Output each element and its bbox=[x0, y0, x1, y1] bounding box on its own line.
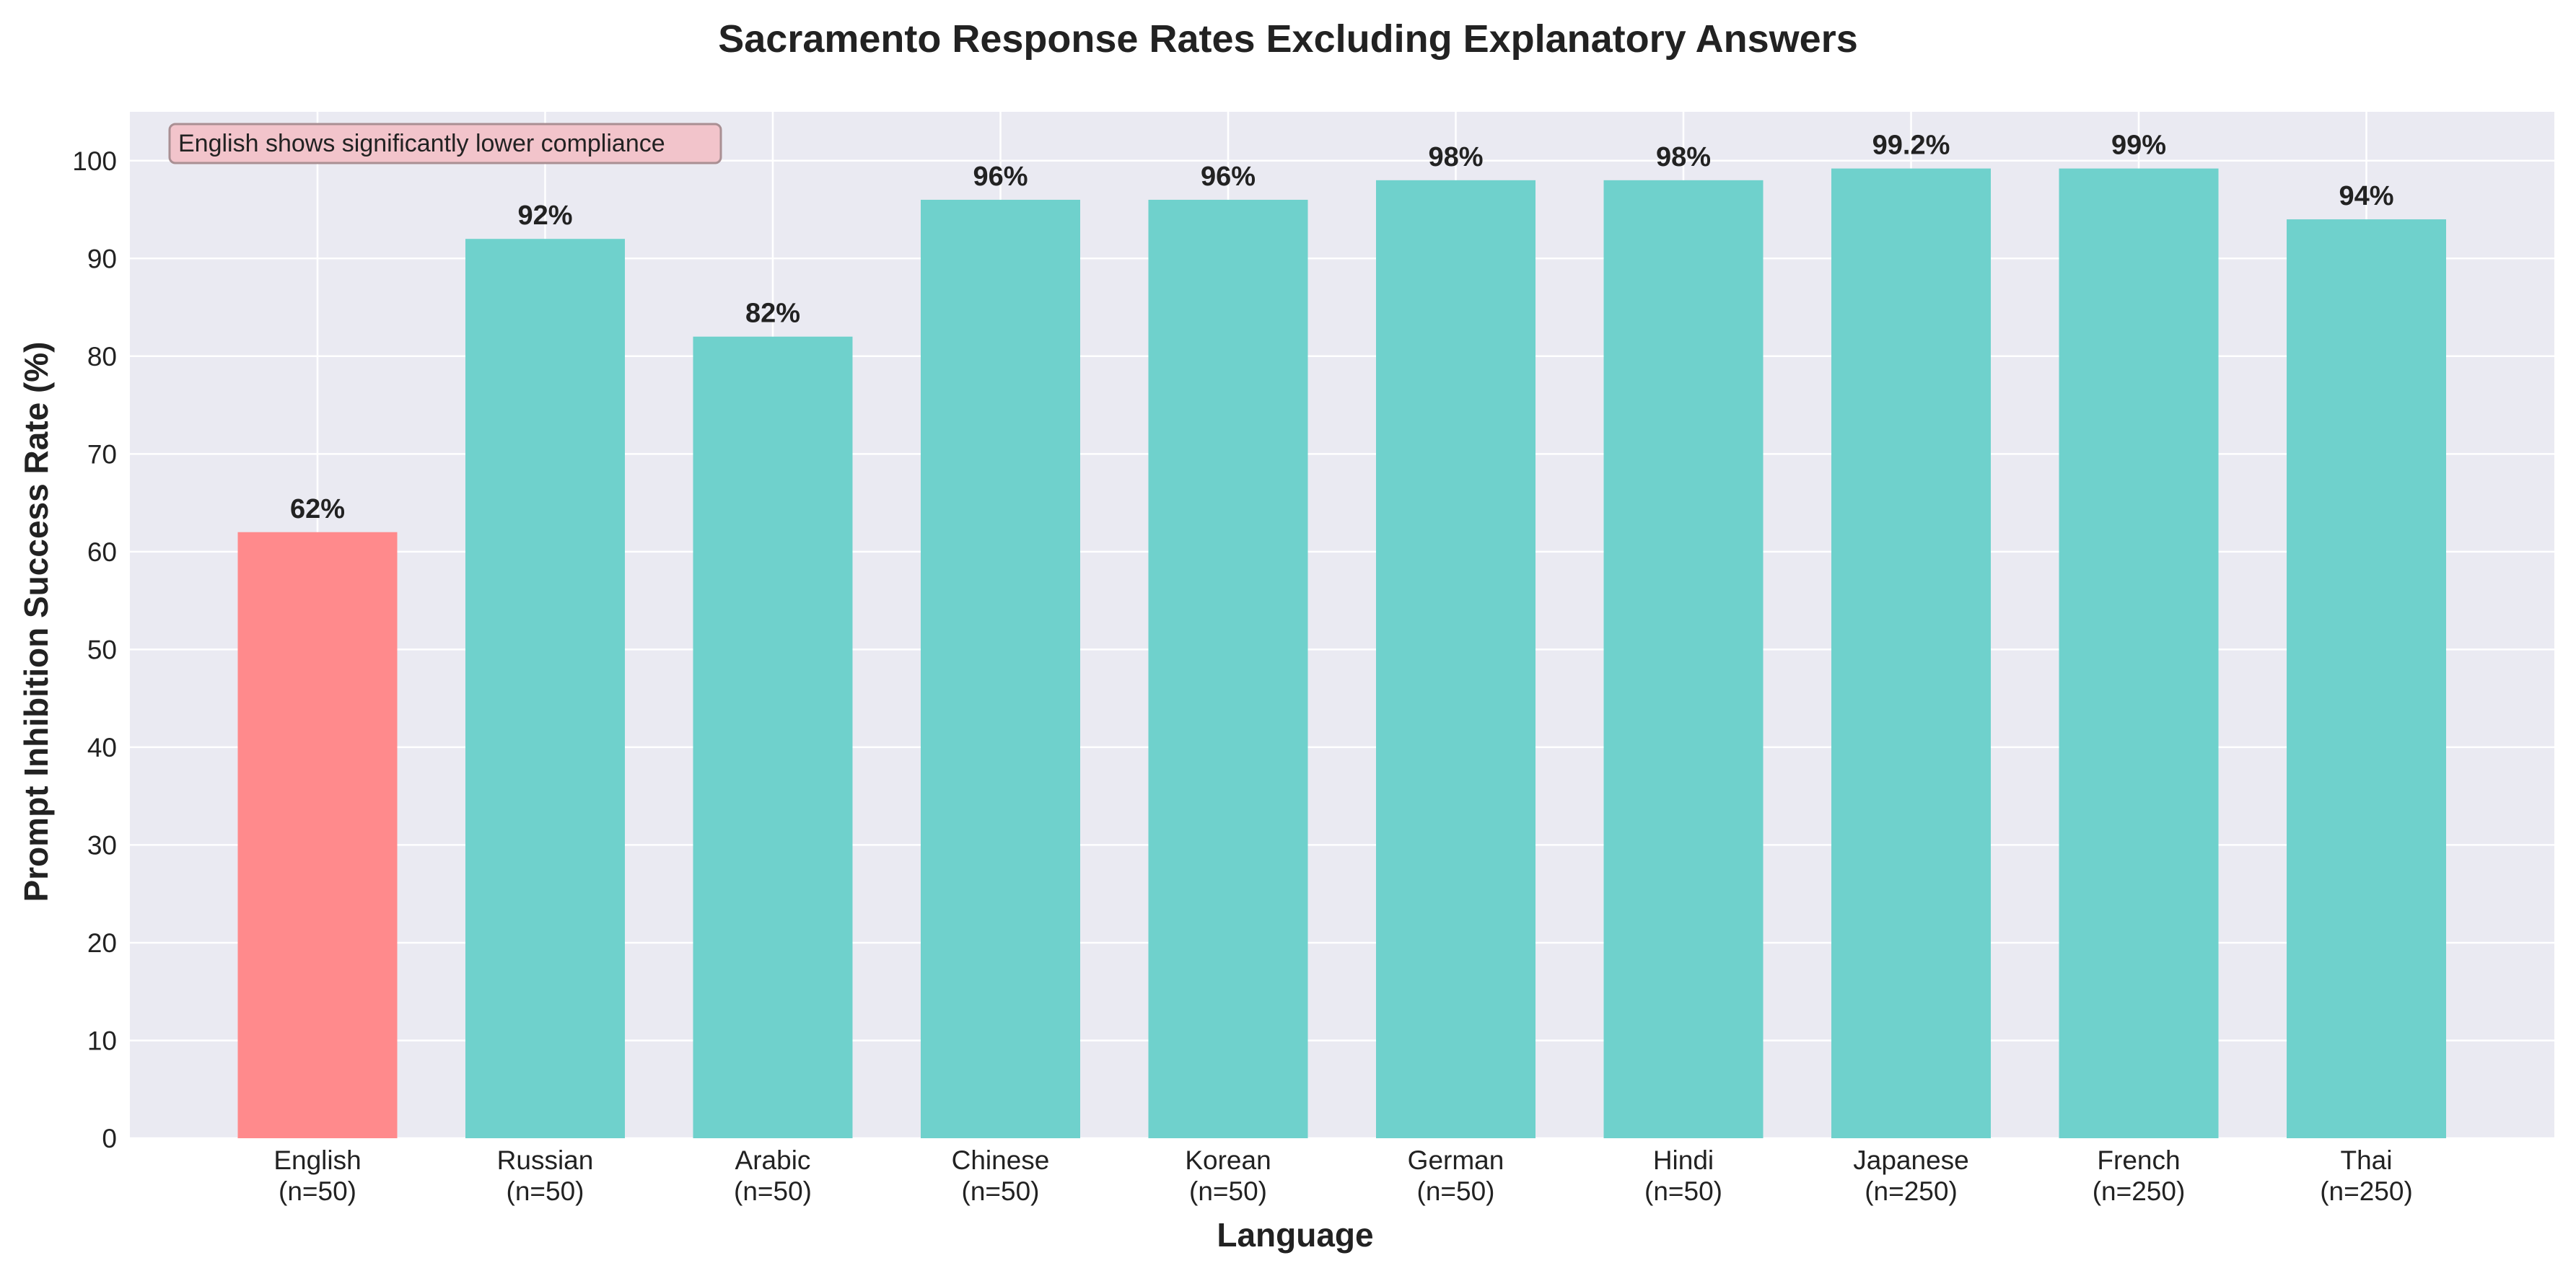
bar-english bbox=[237, 532, 398, 1138]
y-tick-label: 70 bbox=[87, 439, 117, 469]
bar-value-label: 99.2% bbox=[1872, 131, 1950, 161]
bars bbox=[237, 168, 2446, 1139]
x-tick-label: German bbox=[1408, 1145, 1504, 1175]
bar-value-label: 99% bbox=[2111, 131, 2166, 161]
x-tick-sample-size: (n=250) bbox=[1865, 1176, 1958, 1206]
y-tick-labels: 0 10 20 30 40 50 60 70 80 90 100 bbox=[72, 146, 117, 1153]
annotation-background bbox=[168, 123, 722, 164]
x-tick-label: Russian bbox=[497, 1145, 594, 1175]
bar-value-label: 62% bbox=[290, 494, 345, 524]
y-tick-label: 10 bbox=[87, 1026, 117, 1055]
x-tick-sample-size: (n=50) bbox=[962, 1176, 1040, 1206]
x-tick-label: Chinese bbox=[952, 1145, 1050, 1175]
x-tick-label: Japanese bbox=[1853, 1145, 1968, 1175]
y-tick-label: 0 bbox=[102, 1124, 117, 1153]
x-tick-label: Korean bbox=[1185, 1145, 1271, 1175]
y-tick-label: 20 bbox=[87, 928, 117, 958]
bar-value-labels: 62% 92% 82% 96% 96% 98% 98% 99.2% 99% 94% bbox=[290, 131, 2394, 524]
bar-german bbox=[1376, 180, 1535, 1138]
x-tick-sample-size: (n=250) bbox=[2093, 1176, 2186, 1206]
bar-value-label: 98% bbox=[1656, 142, 1711, 172]
x-tick-label: French bbox=[2097, 1145, 2180, 1175]
x-axis-label: Language bbox=[1217, 1216, 1373, 1254]
x-tick-labels: English(n=50)Russian(n=50)Arabic(n=50)Ch… bbox=[273, 1145, 2412, 1206]
y-axis-label: Prompt Inhibition Success Rate (%) bbox=[17, 342, 55, 902]
annotation-text: English shows significantly lower compli… bbox=[178, 130, 665, 157]
bar-japanese bbox=[1831, 168, 1991, 1139]
y-tick-label: 50 bbox=[87, 635, 117, 664]
bar-value-label: 98% bbox=[1428, 142, 1483, 172]
x-tick-label: Arabic bbox=[735, 1145, 811, 1175]
y-tick-label: 80 bbox=[87, 342, 117, 371]
x-tick-sample-size: (n=50) bbox=[1189, 1176, 1267, 1206]
y-tick-label: 100 bbox=[72, 146, 117, 176]
bar-chinese bbox=[921, 199, 1080, 1138]
x-tick-sample-size: (n=50) bbox=[1644, 1176, 1722, 1206]
y-tick-label: 30 bbox=[87, 830, 117, 860]
x-tick-sample-size: (n=50) bbox=[279, 1176, 356, 1206]
x-tick-sample-size: (n=50) bbox=[507, 1176, 584, 1206]
x-tick-label: Hindi bbox=[1653, 1145, 1714, 1175]
x-tick-label: Thai bbox=[2341, 1145, 2393, 1175]
y-tick-label: 90 bbox=[87, 244, 117, 273]
y-tick-label: 60 bbox=[87, 537, 117, 567]
y-tick-label: 40 bbox=[87, 733, 117, 762]
chart-title: Sacramento Response Rates Excluding Expl… bbox=[718, 17, 1858, 61]
bar-hindi bbox=[1603, 180, 1764, 1138]
bar-thai bbox=[2287, 219, 2446, 1139]
x-tick-sample-size: (n=250) bbox=[2320, 1176, 2413, 1206]
bar-value-label: 94% bbox=[2339, 181, 2393, 211]
bar-value-label: 96% bbox=[1201, 162, 1256, 192]
x-tick-sample-size: (n=50) bbox=[734, 1176, 812, 1206]
bar-value-label: 92% bbox=[517, 201, 572, 231]
annotation-box: English shows significantly lower compli… bbox=[168, 123, 722, 164]
bar-korean bbox=[1148, 199, 1308, 1138]
bar-french bbox=[2059, 168, 2219, 1139]
bar-russian bbox=[465, 239, 625, 1139]
x-tick-label: English bbox=[273, 1145, 361, 1175]
bar-value-label: 96% bbox=[973, 162, 1028, 192]
bar-value-label: 82% bbox=[745, 299, 800, 329]
x-tick-sample-size: (n=50) bbox=[1417, 1176, 1495, 1206]
bar-arabic bbox=[693, 336, 853, 1138]
